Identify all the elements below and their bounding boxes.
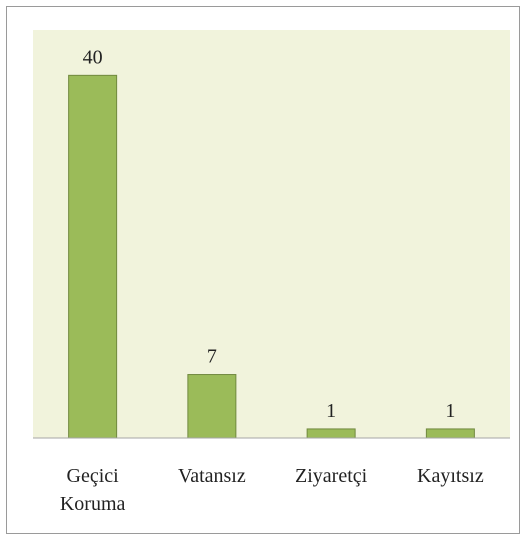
chart-frame (6, 6, 520, 534)
data-label: 1 (445, 400, 455, 422)
x-tick-label: Geçici Koruma (59, 465, 126, 515)
x-tick-label: Ziyaretçi (295, 465, 368, 487)
data-label: 40 (83, 46, 103, 68)
bar (306, 428, 356, 439)
data-label: 1 (326, 400, 336, 422)
bar (425, 428, 475, 439)
x-tick-label: Vatansız (177, 465, 246, 487)
data-label: 7 (207, 346, 217, 368)
bar (187, 374, 237, 439)
bar (68, 74, 118, 439)
x-tick-label: Kayıtsız (417, 465, 484, 487)
